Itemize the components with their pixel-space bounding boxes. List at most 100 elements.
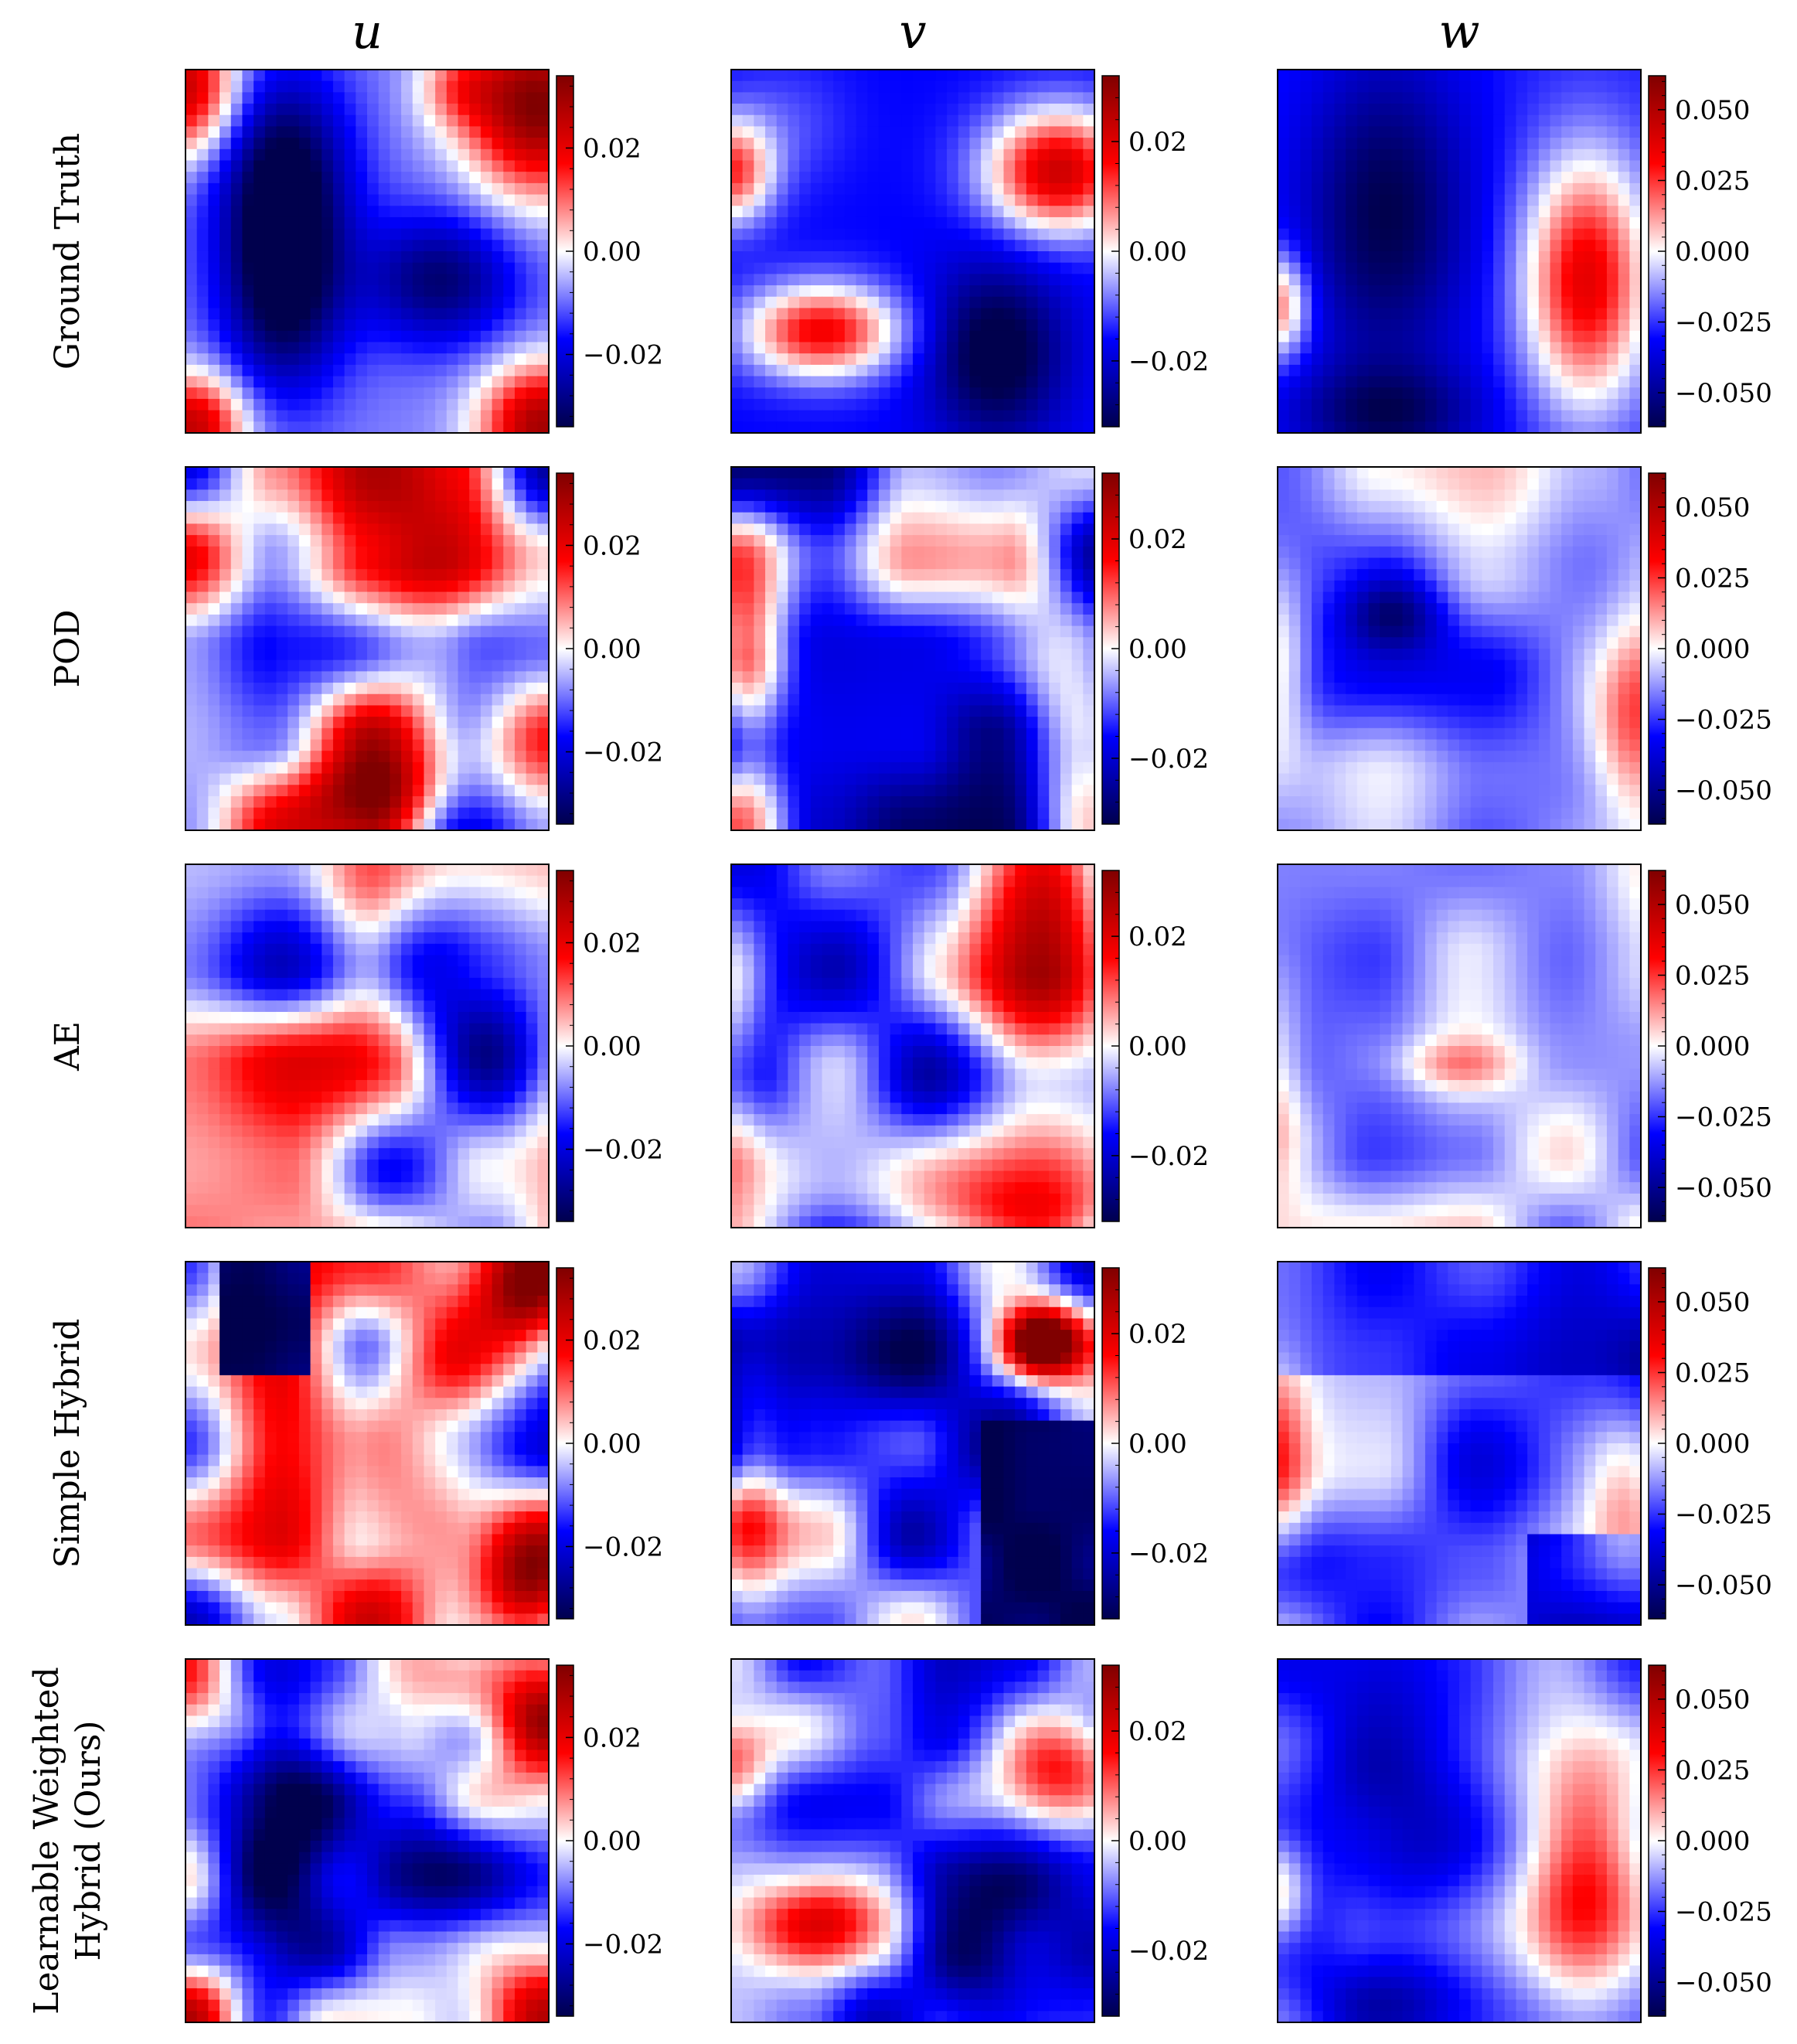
heatmap-cell xyxy=(935,547,947,558)
heatmap-cell xyxy=(1300,172,1312,183)
heatmap-cell xyxy=(345,183,356,195)
heatmap-cell xyxy=(754,376,765,388)
heatmap-cell xyxy=(401,705,413,717)
heatmap-cell xyxy=(1015,387,1026,399)
heatmap-cell xyxy=(265,501,277,513)
heatmap-cell xyxy=(1278,421,1289,433)
heatmap-cell xyxy=(992,149,1004,161)
heatmap-cell xyxy=(277,240,288,251)
heatmap-cell xyxy=(1026,172,1038,183)
heatmap-cell xyxy=(526,70,538,81)
heatmap-cell xyxy=(481,796,492,808)
heatmap-cell xyxy=(1300,240,1312,251)
heatmap-cell xyxy=(185,660,197,672)
heatmap-cell xyxy=(1618,353,1630,365)
heatmap-cell xyxy=(1448,81,1459,93)
heatmap-cell xyxy=(1403,149,1414,161)
heatmap-cell xyxy=(799,115,811,127)
heatmap-cell xyxy=(1573,115,1584,127)
heatmap-cell xyxy=(299,683,311,694)
heatmap-cell xyxy=(492,581,504,592)
heatmap-cell xyxy=(1357,331,1369,342)
heatmap-cell xyxy=(231,615,243,626)
heatmap-cell xyxy=(924,81,936,93)
heatmap-cell xyxy=(492,603,504,615)
heatmap-cell xyxy=(969,467,981,479)
heatmap-cell xyxy=(220,263,231,274)
heatmap-cell xyxy=(311,808,322,819)
heatmap-cell xyxy=(322,376,333,388)
heatmap-cell xyxy=(992,581,1004,592)
heatmap-cell xyxy=(413,489,424,501)
heatmap-cell xyxy=(379,649,390,660)
heatmap-cell xyxy=(242,513,254,524)
heatmap-cell xyxy=(197,365,209,376)
heatmap-cell xyxy=(833,92,845,104)
heatmap-cell xyxy=(890,523,902,535)
heatmap-cell xyxy=(367,717,379,728)
heatmap-cell xyxy=(1573,126,1584,138)
heatmap-cell xyxy=(1380,297,1391,308)
heatmap-cell xyxy=(503,387,515,399)
heatmap-cell xyxy=(1060,705,1072,717)
heatmap-cell xyxy=(447,161,458,172)
heatmap-cell xyxy=(1629,274,1641,285)
heatmap-cell xyxy=(1584,331,1596,342)
heatmap-cell xyxy=(958,683,970,694)
heatmap-cell xyxy=(265,353,277,365)
heatmap-cell xyxy=(1083,615,1094,626)
heatmap-cell xyxy=(1060,274,1072,285)
heatmap-cell xyxy=(288,308,299,319)
heatmap-cell xyxy=(424,297,435,308)
heatmap-cell xyxy=(435,411,447,422)
heatmap-cell xyxy=(333,819,345,830)
heatmap-cell xyxy=(242,274,254,285)
heatmap-cell xyxy=(743,581,754,592)
heatmap-cell xyxy=(867,411,879,422)
heatmap-cell xyxy=(242,195,254,206)
heatmap-cell xyxy=(1493,126,1505,138)
heatmap-cell xyxy=(481,297,492,308)
heatmap-cell xyxy=(731,217,743,229)
heatmap-cell xyxy=(413,774,424,785)
heatmap-cell xyxy=(242,581,254,592)
heatmap-cell xyxy=(731,161,743,172)
heatmap-cell xyxy=(788,240,799,251)
heatmap-cell xyxy=(777,319,788,331)
heatmap-cell xyxy=(231,92,243,104)
heatmap-cell xyxy=(367,285,379,297)
heatmap-cell xyxy=(1026,217,1038,229)
heatmap-cell xyxy=(1038,206,1050,217)
heatmap-cell xyxy=(788,740,799,751)
heatmap-cell xyxy=(322,581,333,592)
heatmap-cell xyxy=(1038,411,1050,422)
heatmap-cell xyxy=(401,479,413,490)
heatmap-cell xyxy=(935,274,947,285)
heatmap-cell xyxy=(185,501,197,513)
heatmap-cell xyxy=(277,376,288,388)
heatmap-cell xyxy=(1004,229,1016,240)
heatmap-cell xyxy=(424,126,435,138)
heatmap-cell xyxy=(958,92,970,104)
heatmap-cell xyxy=(867,479,879,490)
heatmap-cell xyxy=(299,523,311,535)
heatmap-cell xyxy=(1403,411,1414,422)
heatmap-cell xyxy=(867,717,879,728)
heatmap-cell xyxy=(879,626,890,638)
heatmap-cell xyxy=(537,740,549,751)
heatmap-cell xyxy=(913,637,924,649)
heatmap-cell xyxy=(788,149,799,161)
heatmap-cell xyxy=(322,206,333,217)
heatmap-cell xyxy=(958,297,970,308)
heatmap-cell xyxy=(743,479,754,490)
heatmap-cell xyxy=(401,489,413,501)
heatmap-cell xyxy=(1083,263,1094,274)
heatmap-cell xyxy=(537,161,549,172)
heatmap-cell xyxy=(731,513,743,524)
heatmap-cell xyxy=(492,671,504,683)
heatmap-cell xyxy=(208,547,220,558)
heatmap-cell xyxy=(1403,297,1414,308)
heatmap-cell xyxy=(333,229,345,240)
heatmap-cell xyxy=(924,365,936,376)
heatmap-cell xyxy=(220,523,231,535)
